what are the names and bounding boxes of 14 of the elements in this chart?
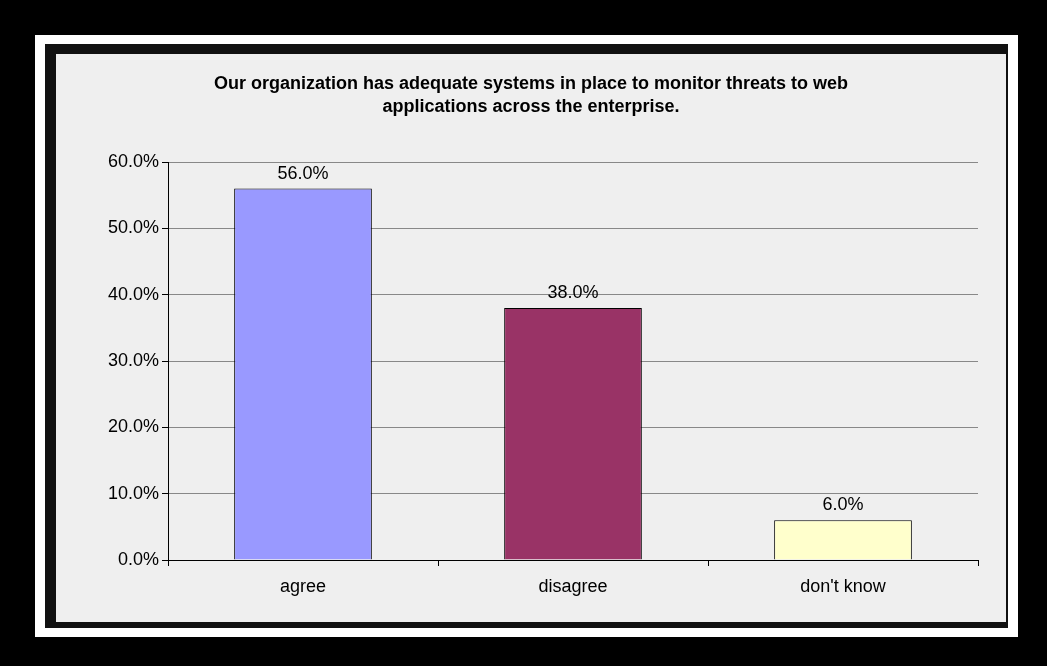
x-tick-label: agree [279,575,327,596]
y-tick-label: 20.0% [107,416,159,437]
y-tick-label: 50.0% [107,217,159,238]
y-tick-label: 10.0% [107,482,159,503]
data-label: 38.0% [547,281,599,302]
y-tick-label: 60.0% [107,150,159,171]
data-label: 6.0% [822,494,864,515]
chart-title: Our organization has adequate systems in place to monitor threats to web applications across the enterprise. [212,72,850,118]
data-label: 56.0% [277,162,329,183]
y-tick-label: 30.0% [107,349,159,370]
y-tick-label: 0.0% [117,548,159,569]
x-tick-label: don't know [800,575,887,596]
y-tick-label: 40.0% [107,283,159,304]
x-tick-label: disagree [538,575,608,596]
